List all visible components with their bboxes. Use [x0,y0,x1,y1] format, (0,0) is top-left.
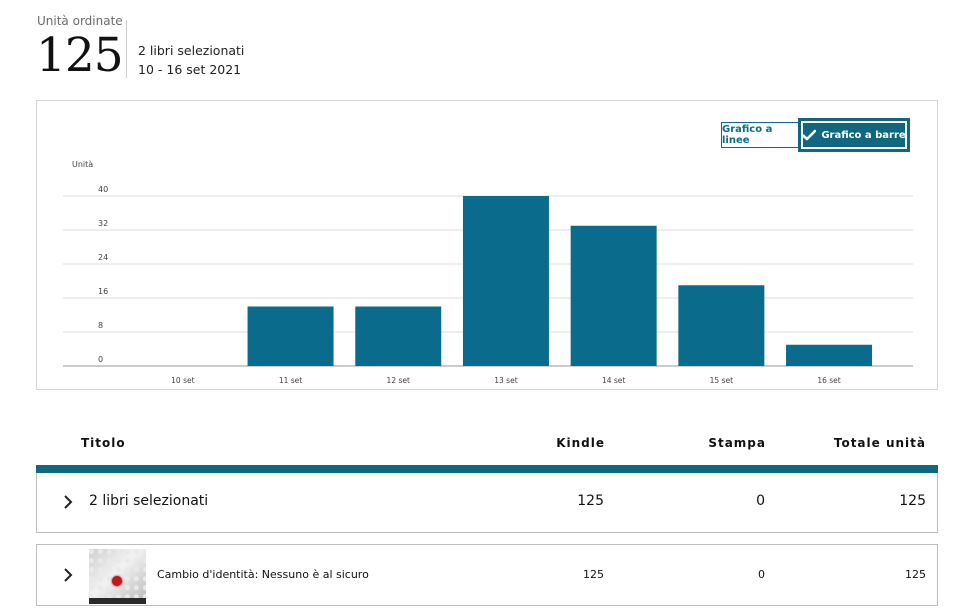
group-total-units: 125 [899,493,926,509]
group-title: 2 libri selezionati [89,493,209,509]
book-print-units: 0 [758,568,765,581]
column-header-total[interactable]: Totale unità [833,436,926,450]
x-tick-label: 11 set [279,376,302,385]
y-tick-label: 16 [98,287,108,296]
column-header-kindle[interactable]: Kindle [556,436,605,450]
bar [355,306,442,366]
y-tick-label: 0 [98,355,103,364]
y-tick-label: 32 [98,219,108,228]
chevron-right-icon[interactable] [63,495,73,509]
line-chart-toggle-button[interactable]: Grafico a linee [721,122,801,148]
bar-chart-toggle-button[interactable]: Grafico a barre [801,121,907,149]
y-tick-label: 40 [98,185,108,194]
x-tick-label: 14 set [602,376,625,385]
group-print-units: 0 [756,493,765,509]
table-header-bar [36,465,938,473]
y-axis-label: Unità [72,160,93,169]
total-units-value: 125 [36,28,124,83]
table-row[interactable]: Cambio d'identità: Nessuno è al sicuro 1… [36,544,938,606]
summary-label: Unità ordinate [37,14,123,28]
x-tick-label: 15 set [710,376,733,385]
bar [786,344,873,366]
bar [570,225,657,366]
summary-divider [126,20,127,78]
book-cover-thumbnail [89,549,146,604]
chevron-right-icon[interactable] [63,568,73,582]
x-tick-label: 12 set [387,376,410,385]
selection-summary: 2 libri selezionati [138,43,245,58]
x-tick-label: 13 set [494,376,517,385]
chart-card: Unità 0 8 16 24 32 40 10 set 11 set 12 set 13 set 1… [36,100,938,390]
date-range: 10 - 16 set 2021 [138,62,242,77]
bar [462,196,549,366]
line-chart-toggle-label: Grafico a linee [722,124,773,146]
bar-chart: Unità 0 8 16 24 32 40 10 set 11 set 12 set 13 set 1… [63,160,913,385]
x-tick-label: 10 set [171,376,194,385]
group-kindle-units: 125 [577,493,604,509]
column-header-title[interactable]: Titolo [81,436,126,450]
column-header-print[interactable]: Stampa [708,436,766,450]
y-tick-label: 24 [98,253,108,262]
y-tick-label: 8 [98,321,103,330]
table-row-group[interactable]: 2 libri selezionati 125 0 125 [36,473,938,533]
book-total-units: 125 [905,568,926,581]
check-icon [802,129,817,141]
bar [247,306,334,366]
bar-chart-toggle-label: Grafico a barre [821,129,906,141]
bar [678,285,765,366]
x-tick-label: 16 set [817,376,840,385]
book-kindle-units: 125 [583,568,604,581]
book-title: Cambio d'identità: Nessuno è al sicuro [157,568,369,581]
